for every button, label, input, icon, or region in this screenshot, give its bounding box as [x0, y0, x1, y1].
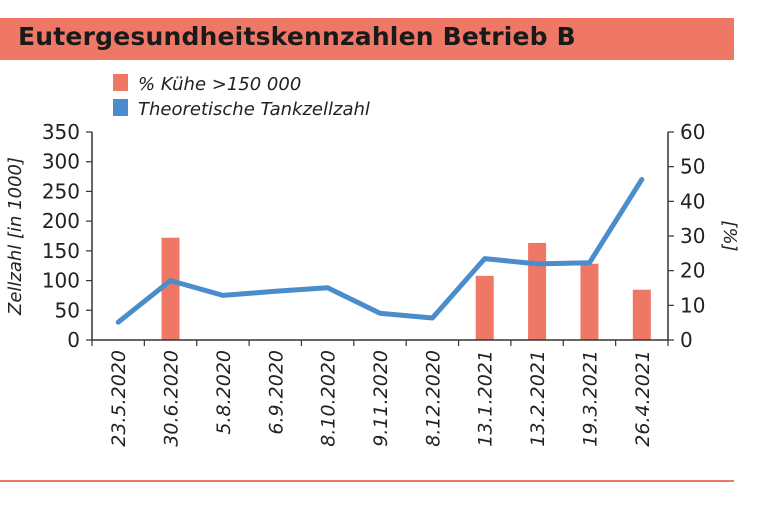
x-tick-label: 8.12.2020 [422, 350, 444, 447]
bar-19.3.2021 [580, 263, 599, 340]
y-tick-label-right: 30 [680, 224, 705, 248]
y-tick-label-right: 0 [680, 328, 693, 352]
bottom-divider [0, 480, 734, 482]
x-tick-label: 23.5.2020 [108, 350, 130, 447]
legend-label-line: Theoretische Tankzellzahl [138, 99, 370, 120]
line-series-tankzellzahl [115, 177, 645, 325]
y-tick-label-right: 10 [680, 293, 705, 317]
title-bar: Eutergesundheitskennzahlen Betrieb B [0, 18, 734, 60]
y-axis-title-right: [%] [719, 220, 740, 251]
y-tick-label-left: 50 [55, 298, 80, 322]
x-tick-label: 13.1.2021 [475, 350, 497, 447]
bar-26.4.2021 [632, 289, 651, 340]
legend-label-bar: % Kühe >150 000 [138, 74, 301, 95]
y-axis-title-left: Zellzahl [in 1000] [5, 157, 26, 316]
chart-title: Eutergesundheitskennzahlen Betrieb B [18, 22, 576, 51]
y-tick-label-right: 40 [680, 189, 705, 213]
x-tick-label: 30.6.2020 [161, 350, 183, 447]
legend-swatch-bar [113, 74, 128, 91]
x-tick-label: 13.2.2021 [527, 350, 549, 447]
bar-13.2.2021 [528, 242, 547, 340]
x-tick-label: 26.4.2021 [632, 350, 654, 447]
y-tick-label-right: 60 [680, 120, 705, 144]
y-tick-label-right: 50 [680, 155, 705, 179]
y-tick-label-left: 200 [42, 209, 80, 233]
legend-swatch-line [113, 99, 128, 116]
bar-30.6.2020 [161, 237, 180, 340]
y-tick-label-left: 350 [42, 120, 80, 144]
y-tick-label-left: 100 [42, 269, 80, 293]
x-tick-label: 8.10.2020 [318, 350, 340, 447]
y-tick-label-left: 250 [42, 179, 80, 203]
y-tick-label-left: 150 [42, 239, 80, 263]
y-tick-label-left: 0 [67, 328, 80, 352]
y-tick-label-right: 20 [680, 259, 705, 283]
x-tick-label: 19.3.2021 [579, 350, 601, 447]
x-tick-label: 9.11.2020 [370, 350, 392, 447]
y-tick-label-left: 300 [42, 150, 80, 174]
x-tick-label: 5.8.2020 [213, 350, 235, 435]
bar-13.1.2021 [475, 275, 494, 340]
x-tick-label: 6.9.2020 [265, 350, 287, 435]
